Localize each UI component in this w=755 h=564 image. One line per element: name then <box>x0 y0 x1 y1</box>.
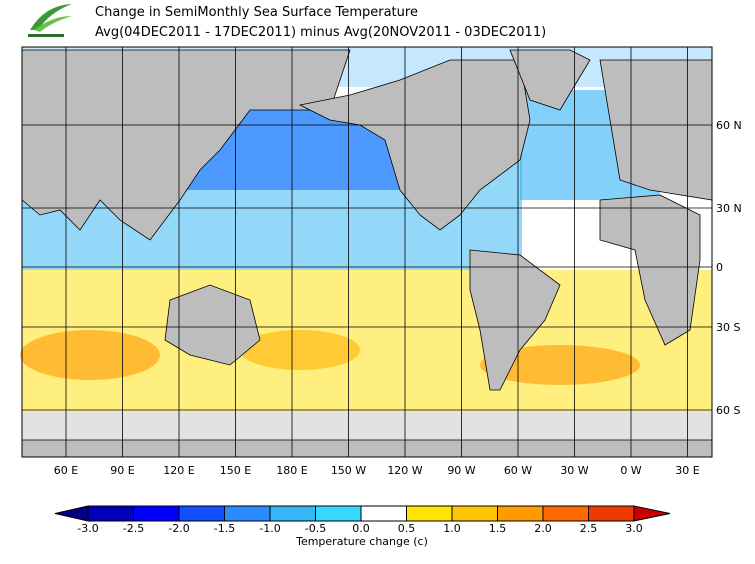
colorbar-box <box>451 505 498 522</box>
colorbar-box <box>87 505 134 522</box>
lon-label: 90 W <box>447 464 475 477</box>
colorbar-arrow <box>633 505 671 522</box>
colorbar-box <box>360 505 407 522</box>
lat-label: 0 <box>716 261 723 274</box>
colorbar-tick-label: -0.5 <box>305 522 326 535</box>
colorbar-arrow <box>54 505 89 522</box>
colorbar-box <box>542 505 589 522</box>
lon-label: 0 W <box>620 464 641 477</box>
colorbar-tick-label: 1.0 <box>443 522 461 535</box>
colorbar-box <box>497 505 544 522</box>
lon-label: 150 E <box>220 464 251 477</box>
colorbar-tick-label: -1.0 <box>259 522 280 535</box>
colorbar-box <box>133 505 180 522</box>
title: Change in SemiMonthly Sea Surface Temper… <box>95 5 418 20</box>
lon-label: 90 E <box>110 464 134 477</box>
subtitle: Avg(04DEC2011 - 17DEC2011) minus Avg(20N… <box>95 25 546 40</box>
lat-label: 60 S <box>716 404 740 417</box>
colorbar-box <box>269 505 316 522</box>
colorbar-tick-label: 0.5 <box>398 522 416 535</box>
lon-label: 30 E <box>675 464 699 477</box>
colorbar-tick-label: -2.0 <box>168 522 189 535</box>
lon-label: 60 W <box>504 464 532 477</box>
colorbar-box <box>178 505 225 522</box>
lon-label: 30 W <box>560 464 588 477</box>
lat-label: 30 N <box>716 202 742 215</box>
lat-label: 30 S <box>716 321 740 334</box>
colorbar-tick-label: 1.5 <box>489 522 507 535</box>
map <box>20 46 713 458</box>
colorbar-tick-label: 2.0 <box>534 522 552 535</box>
colorbar-box <box>315 505 362 522</box>
colorbar-label: Temperature change (c) <box>295 535 428 548</box>
colorbar: -3.0 -2.5 -2.0 -1.5 -1.0 -0.5 0.0 0.5 1.0 1.5 2.0 2… <box>54 505 671 535</box>
lon-label: 180 E <box>276 464 307 477</box>
lon-label: 60 E <box>54 464 78 477</box>
colorbar-box <box>406 505 453 522</box>
colorbar-tick-label: 0.0 <box>352 522 370 535</box>
lat-label: 60 N <box>716 119 742 132</box>
colorbar-tick-label: -1.5 <box>214 522 235 535</box>
colorbar-tick-label: -3.0 <box>77 522 98 535</box>
colorbar-box <box>224 505 271 522</box>
colorbar-tick-label: -2.5 <box>123 522 144 535</box>
colorbar-box <box>588 505 635 522</box>
colorbar-tick-label: 3.0 <box>625 522 643 535</box>
lon-label: 120 E <box>163 464 194 477</box>
lon-label: 120 W <box>387 464 422 477</box>
logo <box>28 4 72 37</box>
colorbar-tick-label: 2.5 <box>580 522 598 535</box>
lon-label: 150 W <box>331 464 366 477</box>
